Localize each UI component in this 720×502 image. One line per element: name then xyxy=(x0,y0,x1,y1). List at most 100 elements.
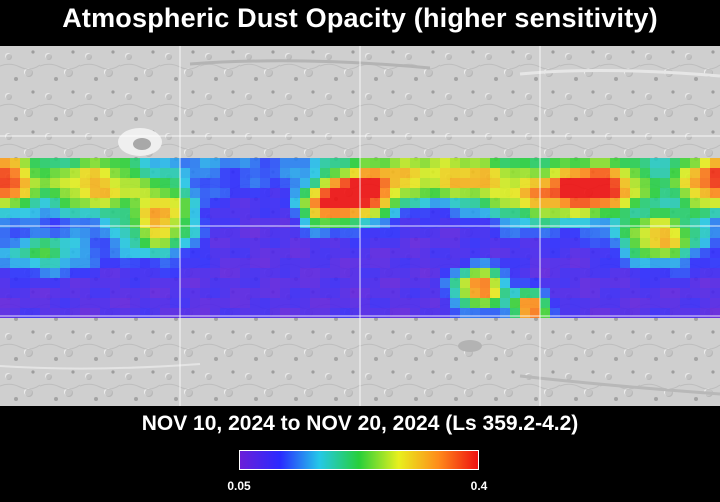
opacity-cell xyxy=(370,198,380,208)
opacity-cell xyxy=(580,228,590,238)
opacity-cell xyxy=(410,268,420,278)
opacity-cell xyxy=(90,288,100,298)
opacity-cell xyxy=(290,188,300,198)
opacity-cell xyxy=(120,298,130,308)
opacity-cell xyxy=(180,208,190,218)
opacity-cell xyxy=(100,248,110,258)
opacity-cell xyxy=(450,308,460,318)
opacity-cell xyxy=(220,308,230,318)
opacity-cell xyxy=(320,198,330,208)
opacity-cell xyxy=(30,248,40,258)
opacity-cell xyxy=(210,178,220,188)
opacity-cell xyxy=(700,298,710,308)
opacity-cell xyxy=(480,248,490,258)
opacity-cell xyxy=(250,228,260,238)
opacity-cell xyxy=(420,238,430,248)
opacity-cell xyxy=(130,298,140,308)
opacity-cell xyxy=(520,268,530,278)
opacity-cell xyxy=(600,168,610,178)
opacity-cell xyxy=(510,198,520,208)
opacity-cell xyxy=(460,258,470,268)
opacity-cell xyxy=(90,238,100,248)
opacity-cell xyxy=(230,188,240,198)
opacity-cell xyxy=(50,308,60,318)
opacity-cell xyxy=(480,258,490,268)
opacity-cell xyxy=(260,228,270,238)
opacity-cell xyxy=(540,268,550,278)
opacity-cell xyxy=(20,308,30,318)
opacity-cell xyxy=(0,298,10,308)
opacity-cell xyxy=(130,168,140,178)
opacity-cell xyxy=(290,258,300,268)
opacity-cell xyxy=(370,248,380,258)
opacity-cell xyxy=(310,288,320,298)
opacity-cell xyxy=(600,158,610,168)
opacity-cell xyxy=(530,248,540,258)
opacity-cell xyxy=(700,168,710,178)
opacity-cell xyxy=(670,298,680,308)
opacity-cell xyxy=(140,228,150,238)
opacity-cell xyxy=(690,288,700,298)
opacity-cell xyxy=(240,278,250,288)
opacity-cell xyxy=(160,198,170,208)
opacity-cell xyxy=(10,288,20,298)
opacity-cell xyxy=(380,208,390,218)
opacity-cell xyxy=(430,208,440,218)
opacity-cell xyxy=(280,178,290,188)
opacity-cell xyxy=(260,248,270,258)
opacity-cell xyxy=(490,218,500,228)
opacity-cell xyxy=(150,278,160,288)
opacity-cell xyxy=(160,258,170,268)
opacity-cell xyxy=(150,258,160,268)
opacity-cell xyxy=(80,238,90,248)
opacity-cell xyxy=(20,248,30,258)
opacity-cell xyxy=(150,228,160,238)
opacity-cell xyxy=(70,208,80,218)
opacity-cell xyxy=(30,218,40,228)
opacity-cell xyxy=(530,188,540,198)
opacity-cell xyxy=(570,298,580,308)
opacity-cell xyxy=(80,228,90,238)
opacity-cell xyxy=(600,268,610,278)
opacity-cell xyxy=(120,248,130,258)
opacity-cell xyxy=(260,268,270,278)
opacity-cell xyxy=(500,218,510,228)
opacity-cell xyxy=(450,248,460,258)
opacity-cell xyxy=(200,188,210,198)
opacity-cell xyxy=(410,248,420,258)
opacity-cell xyxy=(480,188,490,198)
opacity-cell xyxy=(380,158,390,168)
opacity-cell xyxy=(0,238,10,248)
opacity-cell xyxy=(570,198,580,208)
opacity-cell xyxy=(620,298,630,308)
opacity-cell xyxy=(440,298,450,308)
opacity-cell xyxy=(130,198,140,208)
opacity-cell xyxy=(240,298,250,308)
opacity-cell xyxy=(100,278,110,288)
opacity-cell xyxy=(710,218,720,228)
opacity-cell xyxy=(160,158,170,168)
opacity-cell xyxy=(520,178,530,188)
opacity-cell xyxy=(420,178,430,188)
opacity-cell xyxy=(700,178,710,188)
opacity-cell xyxy=(670,288,680,298)
opacity-cell xyxy=(660,298,670,308)
opacity-cell xyxy=(330,308,340,318)
opacity-cell xyxy=(600,298,610,308)
opacity-cell xyxy=(440,178,450,188)
opacity-cell xyxy=(610,228,620,238)
opacity-cell xyxy=(370,258,380,268)
opacity-cell xyxy=(260,178,270,188)
opacity-cell xyxy=(390,238,400,248)
opacity-cell xyxy=(360,308,370,318)
opacity-cell xyxy=(660,198,670,208)
opacity-cell xyxy=(610,158,620,168)
opacity-cell xyxy=(50,218,60,228)
opacity-cell xyxy=(530,158,540,168)
opacity-cell xyxy=(580,258,590,268)
opacity-cell xyxy=(10,238,20,248)
opacity-cell xyxy=(20,298,30,308)
opacity-cell xyxy=(400,218,410,228)
opacity-cell xyxy=(290,308,300,318)
opacity-cell xyxy=(180,308,190,318)
